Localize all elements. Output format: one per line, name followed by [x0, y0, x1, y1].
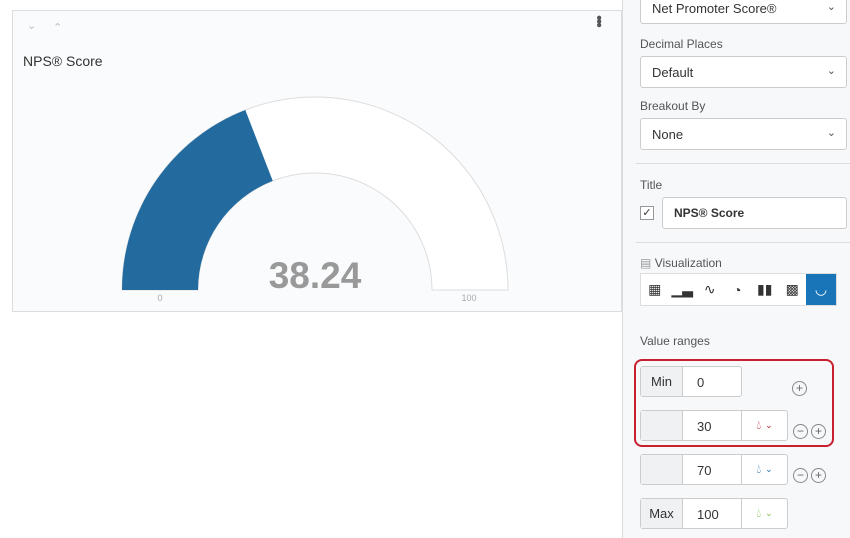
gauge-viz-icon[interactable]: ◡ — [806, 274, 836, 305]
range-value-input[interactable]: 70 — [697, 463, 712, 478]
gauge-fill — [122, 110, 273, 290]
metric-select[interactable]: Net Promoter Score® ⌄ — [640, 0, 847, 24]
highlight-box — [634, 359, 834, 447]
range-value-input[interactable]: 30 — [697, 419, 712, 434]
table-viz-icon[interactable]: ▦ — [648, 281, 662, 297]
visualization-label: ▤ Visualization — [640, 256, 722, 270]
gauge-value: 38.24 — [269, 255, 362, 296]
add-range-icon[interactable]: + — [811, 424, 826, 439]
gauge-min-label: 0 — [157, 293, 162, 303]
divider — [636, 163, 850, 164]
gauge-widget[interactable]: ⌄ ⌃ ••• NPS® Score 38.24 0 100 — [12, 10, 622, 312]
more-options-icon[interactable]: ••• — [590, 15, 607, 26]
chevron-down-icon: ⌄ — [826, 1, 836, 13]
color-picker[interactable]: 💧︎ ⌄ — [741, 499, 787, 528]
color-picker[interactable]: 💧︎ ⌄ — [741, 455, 787, 484]
remove-range-icon[interactable]: − — [793, 424, 808, 439]
settings-sidebar: Net Promoter Score® ⌄ Decimal Places Defa… — [622, 0, 850, 538]
decimal-value: Default — [652, 65, 694, 80]
range-min-input[interactable]: 0 — [697, 375, 705, 390]
visualization-text: Visualization — [654, 256, 722, 270]
chevron-up-icon[interactable]: ⌃ — [53, 22, 63, 34]
breakout-value: None — [652, 127, 684, 142]
chevron-down-icon: ⌄ — [826, 65, 836, 77]
title-checkbox[interactable]: ✓ — [640, 206, 654, 220]
decimal-select[interactable]: Default ⌄ — [640, 56, 847, 88]
chevron-down-icon: ⌄ — [765, 508, 773, 518]
value-ranges-label: Value ranges — [640, 334, 710, 348]
breakout-select[interactable]: None ⌄ — [640, 118, 847, 150]
title-input[interactable]: NPS® Score — [662, 197, 847, 229]
droplet-icon: 💧︎ — [756, 462, 762, 476]
remove-range-icon[interactable]: − — [793, 468, 808, 483]
metric-value: Net Promoter Score® — [652, 1, 777, 16]
line-chart-viz-icon[interactable]: ∿ — [703, 281, 716, 297]
color-picker[interactable]: 💧︎ ⌄ — [741, 411, 787, 440]
range-row: 70 💧︎ ⌄ — [640, 454, 788, 485]
chevron-down-icon: ⌄ — [826, 127, 836, 139]
range-min-row: Min 0 — [640, 366, 742, 397]
gauge-max-label: 100 — [461, 293, 476, 303]
range-prefix — [641, 455, 683, 484]
add-range-icon[interactable]: + — [811, 468, 826, 483]
chevron-down-icon[interactable]: ⌄ — [27, 20, 37, 32]
visualization-icon: ▤ — [640, 256, 652, 270]
range-row: 30 💧︎ ⌄ — [640, 410, 788, 441]
widget-title: NPS® Score — [23, 53, 103, 69]
decimal-label: Decimal Places — [640, 37, 723, 51]
gauge-chart: 38.24 0 100 — [121, 96, 509, 303]
heatmap-viz-icon[interactable]: ▩ — [785, 281, 799, 297]
range-prefix: Max — [641, 499, 683, 528]
breakdown-bar-viz-icon[interactable]: ▮▮ — [757, 281, 773, 297]
breakout-label: Breakout By — [640, 99, 706, 113]
range-max-input[interactable]: 100 — [697, 507, 719, 522]
range-prefix — [641, 411, 683, 440]
droplet-icon: 💧︎ — [756, 506, 762, 520]
title-value: NPS® Score — [674, 206, 745, 220]
chevron-down-icon: ⌄ — [765, 420, 773, 430]
bar-chart-viz-icon[interactable]: ▁▃ — [671, 281, 694, 297]
range-max-row: Max 100 💧︎ ⌄ — [640, 498, 788, 529]
dashboard-canvas: ⌄ ⌃ ••• NPS® Score 38.24 0 100 — [12, 10, 622, 312]
droplet-icon: 💧︎ — [756, 418, 762, 432]
range-prefix: Min — [641, 367, 683, 396]
divider — [636, 242, 850, 243]
add-range-icon[interactable]: + — [792, 381, 807, 396]
visualization-picker: ▦ ▁▃ ∿ ◔ ▮▮ ▩ ◡ — [640, 273, 837, 306]
chevron-down-icon: ⌄ — [765, 464, 773, 474]
title-label: Title — [640, 178, 663, 192]
pie-chart-viz-icon[interactable]: ◔ — [733, 281, 742, 298]
